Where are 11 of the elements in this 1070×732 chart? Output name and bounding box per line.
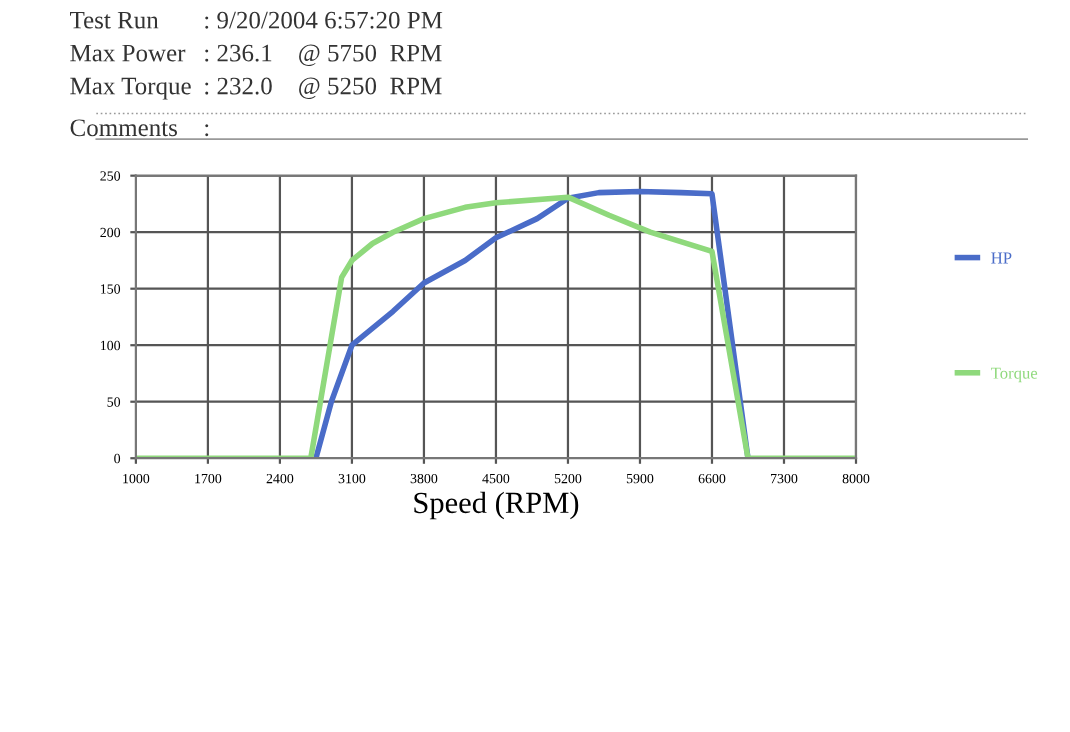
text: : 9/20/2004 6:57:20 PM	[205, 11, 443, 29]
text: Max Power	[70, 44, 186, 62]
text: Max Torque	[70, 77, 191, 100]
x-axis-title: Speed (RPM)	[414, 491, 579, 520]
text: : 236.1 @ 5750 RPM	[205, 44, 442, 67]
text: Test Run	[70, 11, 159, 29]
legend-label: HP	[991, 252, 1012, 264]
text: :	[205, 124, 209, 137]
legend-label: Torque	[991, 367, 1038, 383]
text: Comments	[70, 119, 177, 137]
text: : 232.0 @ 5250 RPM	[205, 77, 442, 99]
